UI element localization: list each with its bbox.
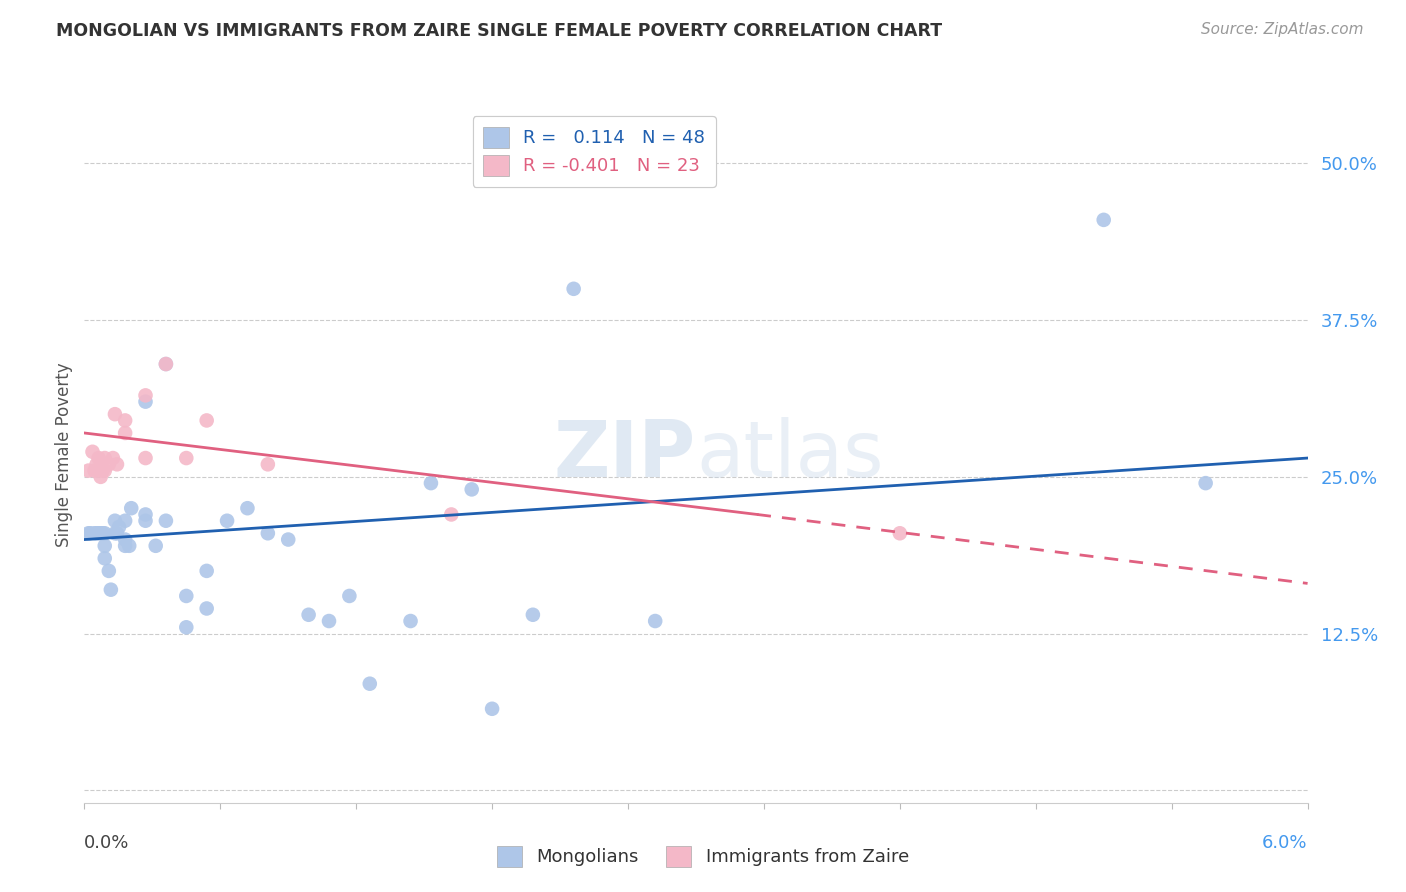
- Point: [87, 451, 110, 466]
- Point: [82, 444, 104, 458]
- Point: [135, 508, 157, 522]
- Point: [155, 357, 177, 371]
- Point: [93, 551, 115, 566]
- Point: [174, 451, 197, 466]
- Point: [108, 520, 131, 534]
- Point: [236, 501, 259, 516]
- Point: [174, 620, 197, 634]
- Point: [644, 614, 666, 628]
- Point: [257, 526, 280, 541]
- Point: [79, 526, 101, 541]
- Point: [135, 451, 157, 466]
- Point: [277, 533, 299, 547]
- Point: [174, 589, 197, 603]
- Point: [114, 425, 136, 440]
- Text: 0.0%: 0.0%: [84, 834, 129, 852]
- Point: [1092, 212, 1115, 227]
- Point: [298, 607, 321, 622]
- Point: [114, 533, 136, 547]
- Point: [135, 514, 157, 528]
- Point: [104, 526, 127, 541]
- Point: [420, 476, 443, 491]
- Point: [522, 607, 544, 622]
- Point: [481, 702, 503, 716]
- Text: MONGOLIAN VS IMMIGRANTS FROM ZAIRE SINGLE FEMALE POVERTY CORRELATION CHART: MONGOLIAN VS IMMIGRANTS FROM ZAIRE SINGL…: [56, 22, 942, 40]
- Point: [1195, 476, 1218, 491]
- Text: ZIP: ZIP: [554, 417, 696, 493]
- Point: [120, 501, 142, 516]
- Point: [105, 458, 128, 472]
- Point: [90, 526, 112, 541]
- Point: [93, 526, 115, 541]
- Point: [83, 464, 105, 478]
- Point: [93, 451, 115, 466]
- Point: [91, 464, 114, 478]
- Point: [86, 458, 108, 472]
- Point: [93, 464, 115, 478]
- Text: 6.0%: 6.0%: [1263, 834, 1308, 852]
- Point: [77, 464, 100, 478]
- Point: [440, 508, 463, 522]
- Legend: R =   0.114   N = 48, R = -0.401   N = 23: R = 0.114 N = 48, R = -0.401 N = 23: [472, 116, 716, 186]
- Point: [257, 458, 280, 472]
- Point: [461, 483, 484, 497]
- Point: [217, 514, 239, 528]
- Point: [114, 539, 136, 553]
- Text: Source: ZipAtlas.com: Source: ZipAtlas.com: [1201, 22, 1364, 37]
- Point: [93, 539, 115, 553]
- Point: [105, 526, 128, 541]
- Point: [155, 514, 177, 528]
- Point: [97, 564, 120, 578]
- Point: [135, 394, 157, 409]
- Point: [91, 526, 114, 541]
- Point: [118, 539, 141, 553]
- Point: [101, 451, 124, 466]
- Point: [339, 589, 361, 603]
- Point: [195, 413, 218, 427]
- Point: [87, 526, 110, 541]
- Point: [195, 601, 218, 615]
- Point: [399, 614, 422, 628]
- Legend: Mongolians, Immigrants from Zaire: Mongolians, Immigrants from Zaire: [489, 838, 917, 874]
- Point: [90, 470, 112, 484]
- Point: [77, 526, 100, 541]
- Point: [359, 676, 381, 690]
- Point: [97, 458, 120, 472]
- Point: [114, 413, 136, 427]
- Point: [104, 514, 127, 528]
- Point: [114, 514, 136, 528]
- Point: [86, 526, 108, 541]
- Point: [135, 388, 157, 402]
- Point: [889, 526, 911, 541]
- Text: atlas: atlas: [696, 417, 883, 493]
- Point: [195, 564, 218, 578]
- Point: [104, 407, 127, 421]
- Point: [100, 582, 122, 597]
- Point: [145, 539, 167, 553]
- Y-axis label: Single Female Poverty: Single Female Poverty: [55, 363, 73, 547]
- Point: [562, 282, 585, 296]
- Point: [155, 357, 177, 371]
- Point: [83, 526, 105, 541]
- Point: [318, 614, 340, 628]
